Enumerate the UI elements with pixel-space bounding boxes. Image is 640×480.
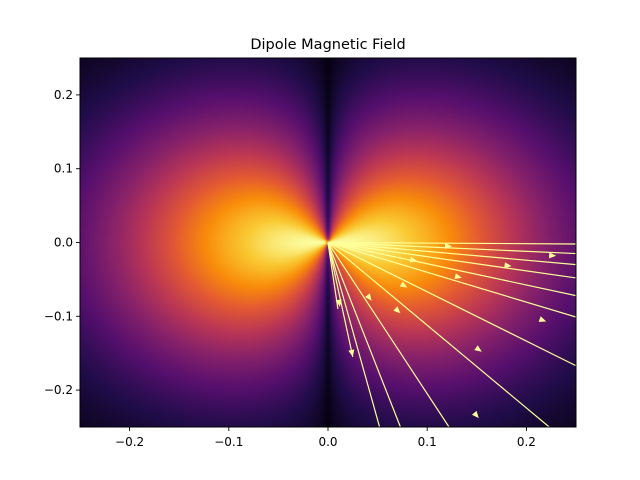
streamline-arrowhead — [348, 349, 355, 357]
y-tick-label: 0.2 — [54, 88, 73, 102]
streamline — [327, 241, 576, 297]
streamline — [327, 242, 401, 427]
streamline-arrowhead — [365, 293, 372, 301]
streamline-arrowhead — [444, 242, 452, 249]
streamline-group — [327, 241, 576, 427]
streamline — [327, 242, 381, 427]
y-tick-label: 0.0 — [54, 236, 73, 250]
streamline-arrowhead — [471, 410, 479, 419]
y-tick-label: 0.1 — [54, 162, 73, 176]
y-tick-label: −0.2 — [44, 383, 73, 397]
x-tick-label: 0.0 — [318, 435, 337, 449]
streamline-arrowhead — [548, 252, 557, 259]
streamline — [327, 242, 450, 427]
streamline-arrowhead — [538, 316, 547, 322]
streamline-arrowhead — [335, 299, 342, 307]
streamline — [327, 242, 550, 427]
streamline — [327, 241, 576, 318]
y-tick-label: −0.1 — [44, 309, 73, 323]
streamline-arrowhead — [474, 345, 482, 352]
y-axis: −0.2 −0.1 0.0 0.1 0.2 — [44, 88, 80, 397]
x-axis: −0.2 −0.1 0.0 0.1 0.2 — [115, 427, 536, 449]
streamline-arrowhead — [399, 281, 408, 288]
streamline-arrowhead — [454, 273, 462, 280]
x-tick-label: 0.1 — [418, 435, 437, 449]
streamline — [327, 241, 576, 245]
x-tick-label: −0.1 — [214, 435, 243, 449]
streamline — [327, 241, 576, 367]
streamline-arrowhead — [393, 306, 401, 314]
x-tick-label: −0.2 — [115, 435, 144, 449]
streamline-arrowhead — [504, 262, 512, 269]
plot-area — [79, 57, 577, 428]
streamline — [327, 241, 576, 279]
streamline-arrowhead — [409, 256, 418, 263]
chart-title: Dipole Magnetic Field — [250, 37, 405, 53]
streamline — [327, 241, 576, 266]
streamline — [327, 241, 576, 255]
x-tick-label: 0.2 — [517, 435, 536, 449]
streamline — [327, 242, 339, 310]
